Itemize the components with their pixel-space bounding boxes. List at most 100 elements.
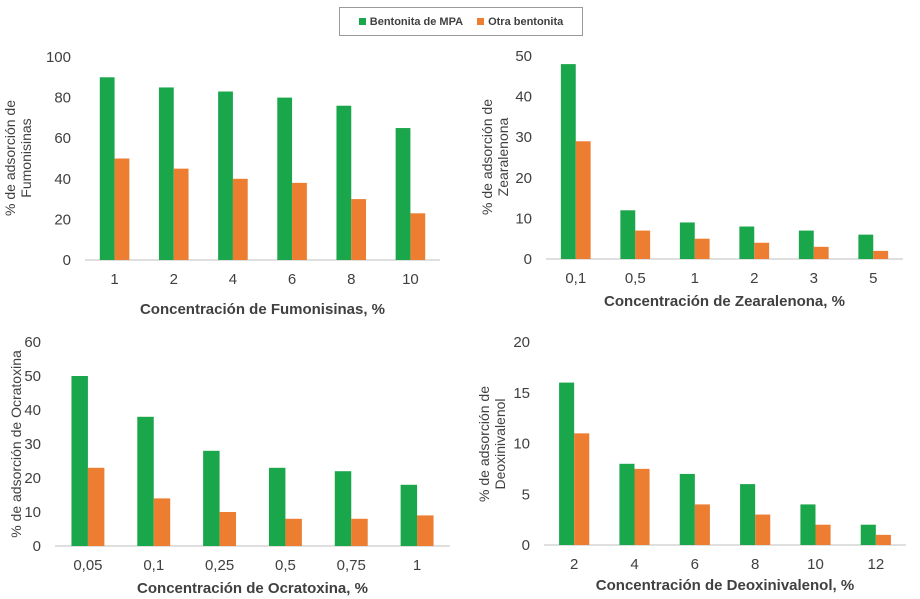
deoxinivalenol-bar-mpa: [559, 382, 575, 545]
ocratoxina-bar-mpa: [268, 467, 286, 546]
ocratoxina-y-tick: 60: [24, 334, 41, 351]
fumonisinas-y-tick: 20: [54, 211, 71, 228]
zearalenona-bar-mpa: [858, 234, 874, 259]
deoxinivalenol-x-tick: 2: [570, 556, 578, 573]
ocratoxina-y-tick: 20: [24, 470, 41, 487]
deoxinivalenol-x-title: Concentración de Deoxinivalenol, %: [596, 577, 854, 594]
ocratoxina-x-title: Concentración de Ocratoxina, %: [137, 580, 368, 597]
ocratoxina-x-tick: 0,1: [143, 557, 164, 574]
fumonisinas-y-tick: 80: [54, 90, 71, 107]
ocratoxina-x-tick: 0,05: [73, 557, 102, 574]
fumonisinas-bar-otra: [351, 199, 367, 260]
ocratoxina-bar-otra: [219, 512, 237, 546]
fumonisinas-x-tick: 4: [229, 271, 237, 288]
chart-zearalenona: 0 10 20 30 40 50 0,1 0,5 1 2 3 5 Concentración de Ze…: [479, 48, 903, 310]
zearalenona-bar-otra: [813, 246, 829, 259]
legend-item-otra: Otra bentonita: [477, 16, 563, 28]
zearalenona-y-tick: 50: [515, 48, 532, 65]
fumonisinas-bar-mpa: [158, 87, 174, 260]
deoxinivalenol-y-tick: 5: [522, 486, 530, 503]
deoxinivalenol-y-tick: 15: [513, 385, 530, 402]
ocratoxina-bar-otra: [417, 515, 434, 546]
fumonisinas-x-title: Concentración de Fumonisinas, %: [140, 301, 385, 318]
deoxinivalenol-y-tick: 10: [513, 436, 530, 453]
ocratoxina-bar-otra: [153, 498, 171, 546]
ocratoxina-y-title: % de adsorción de Ocratoxina: [8, 350, 24, 538]
fumonisinas-x-tick: 8: [347, 271, 355, 288]
zearalenona-x-tick: 5: [869, 270, 877, 287]
zearalenona-bar-otra: [575, 141, 591, 259]
ocratoxina-y-tick: 30: [24, 436, 41, 453]
legend-swatch-mpa: [358, 18, 366, 25]
ocratoxina-x-tick: 0,75: [337, 557, 366, 574]
fumonisinas-y-tick: 100: [46, 49, 71, 66]
deoxinivalenol-bar-otra: [755, 514, 771, 545]
ocratoxina-bar-otra: [351, 518, 368, 546]
ocratoxina-bar-mpa: [71, 376, 88, 546]
ocratoxina-y-tick: 0: [33, 538, 41, 555]
zearalenona-x-title: Concentración de Zearalenona, %: [604, 293, 845, 310]
zearalenona-y-tick: 0: [524, 251, 532, 268]
zearalenona-y-tick: 40: [515, 89, 532, 106]
fumonisinas-bar-otra: [114, 158, 130, 260]
ocratoxina-bar-otra: [87, 467, 105, 546]
zearalenona-bar-mpa: [679, 222, 695, 259]
chart-fumonisinas: 0 20 40 60 80 100 1 2 4 6 8 10 Concentración de Fumo…: [2, 49, 440, 318]
ocratoxina-y-tick: 40: [24, 402, 41, 419]
deoxinivalenol-bar-otra: [634, 468, 650, 545]
zearalenona-bar-mpa: [620, 210, 636, 259]
fumonisinas-y-tick: 40: [54, 171, 71, 188]
zearalenona-y-title-line: % de adsorción de: [479, 99, 495, 215]
deoxinivalenol-bar-mpa: [860, 524, 876, 545]
ocratoxina-x-tick: 0,5: [275, 557, 296, 574]
fumonisinas-y-tick: 0: [63, 252, 71, 269]
deoxinivalenol-x-tick: 12: [867, 556, 884, 573]
zearalenona-x-tick: 0,1: [565, 270, 586, 287]
fumonisinas-x-tick: 10: [402, 271, 419, 288]
zearalenona-x-tick: 3: [810, 270, 818, 287]
deoxinivalenol-bar-otra: [875, 534, 891, 545]
fumonisinas-bar-mpa: [336, 105, 352, 260]
fumonisinas-bar-otra: [232, 178, 248, 260]
deoxinivalenol-y-tick: 20: [513, 334, 530, 351]
chart-deoxinivalenol: 0 5 10 15 20 2 4 6 8 10 12 Concentración de Deoxini…: [476, 334, 906, 594]
zearalenona-y-tick: 20: [515, 170, 532, 187]
zearalenona-x-tick: 0,5: [625, 270, 646, 287]
zearalenona-x-tick: 2: [750, 270, 758, 287]
legend-label-mpa: Bentonita de MPA: [369, 15, 464, 28]
deoxinivalenol-bar-otra: [694, 504, 710, 545]
fumonisinas-bar-mpa: [99, 77, 115, 260]
zearalenona-bar-otra: [694, 238, 710, 259]
ocratoxina-bar-mpa: [137, 416, 154, 546]
fumonisinas-bar-mpa: [277, 97, 293, 260]
zearalenona-y-tick: 30: [515, 129, 532, 146]
fumonisinas-y-title: % de adsorción de Fumonisinas: [2, 100, 34, 216]
zearalenona-y-title-line: Zearalenona: [495, 117, 511, 196]
deoxinivalenol-bar-mpa: [740, 484, 756, 545]
zearalenona-x-tick: 1: [691, 270, 699, 287]
deoxinivalenol-bar-mpa: [800, 504, 816, 545]
chart-ocratoxina: 0 10 20 30 40 50 60 0,05 0,1 0,25 0,5 0,75 1 Concentr…: [8, 334, 450, 597]
zearalenona-y-tick: 10: [515, 210, 532, 227]
zearalenona-bar-mpa: [560, 64, 576, 260]
ocratoxina-x-tick: 1: [413, 557, 421, 574]
fumonisinas-x-tick: 2: [170, 271, 178, 288]
zearalenona-bar-mpa: [798, 230, 814, 259]
deoxinivalenol-x-tick: 10: [807, 556, 824, 573]
deoxinivalenol-bar-mpa: [619, 463, 635, 545]
fumonisinas-y-title-line: Fumonisinas: [18, 118, 34, 197]
ocratoxina-bar-mpa: [400, 484, 418, 546]
ocratoxina-x-tick: 0,25: [205, 557, 234, 574]
deoxinivalenol-y-title-line: % de adsorción de: [476, 386, 492, 502]
deoxinivalenol-y-title-line: Deoxinivalenol: [492, 398, 508, 489]
deoxinivalenol-y-tick: 0: [522, 537, 530, 554]
deoxinivalenol-bar-otra: [815, 524, 831, 545]
deoxinivalenol-bar-otra: [574, 433, 590, 545]
fumonisinas-bar-mpa: [395, 128, 411, 260]
zearalenona-bar-otra: [754, 242, 770, 259]
legend-item-mpa: Bentonita de MPA: [358, 15, 464, 28]
legend-label-otra: Otra bentonita: [488, 15, 564, 28]
deoxinivalenol-bar-mpa: [679, 473, 695, 545]
deoxinivalenol-x-tick: 4: [630, 556, 638, 573]
